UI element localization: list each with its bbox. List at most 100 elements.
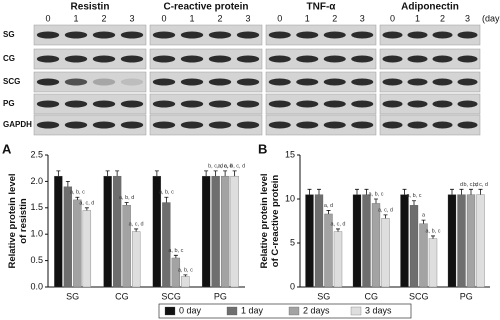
- blot-band: [208, 55, 232, 63]
- blot-panel: [265, 93, 377, 115]
- x-tick-label: SG: [66, 291, 79, 301]
- bar: [112, 175, 122, 288]
- blot-panel: [379, 93, 481, 115]
- bar: [447, 194, 457, 288]
- bar: [371, 203, 381, 288]
- blot-band: [351, 31, 374, 39]
- blot-band: [152, 55, 176, 63]
- blot-panel: [379, 71, 481, 93]
- bar-annotation: a, c, d: [129, 221, 144, 227]
- blot-band: [92, 121, 116, 129]
- panel-label: B: [258, 141, 267, 156]
- blot-band: [64, 31, 88, 39]
- protein-label: C-reactive protein: [163, 2, 248, 13]
- blot-band: [351, 121, 374, 129]
- error-bar: [355, 188, 359, 195]
- bar: [230, 175, 239, 288]
- bar: [162, 202, 171, 288]
- bar: [211, 175, 220, 288]
- bar-annotation: d: [460, 182, 463, 188]
- bar: [352, 194, 362, 288]
- error-bar: [469, 188, 473, 195]
- error-bar: [223, 170, 228, 177]
- error-bar: [232, 170, 237, 177]
- blot-band: [457, 31, 478, 39]
- blot-band: [36, 121, 60, 129]
- blot-band: [180, 121, 204, 129]
- error-bar: [213, 170, 218, 177]
- error-bar: [134, 228, 139, 232]
- day-label: 0: [45, 13, 50, 23]
- x-tick-label: SCG: [409, 291, 429, 301]
- protein-label: Adiponectin: [401, 2, 459, 13]
- bar-annotation: b, c, d: [473, 182, 488, 188]
- y-tick-label: 10: [285, 193, 295, 203]
- blot-panel: [149, 114, 263, 136]
- blot-band: [268, 121, 291, 129]
- blot-band: [152, 121, 176, 129]
- bar: [457, 194, 466, 288]
- error-bar: [75, 196, 80, 200]
- bar-annotation: a, b, c, d: [224, 163, 245, 169]
- blot-band: [208, 31, 232, 39]
- bar-annotation: a, b, c: [159, 190, 174, 196]
- bar: [54, 175, 63, 288]
- day-label: 1: [415, 13, 420, 23]
- blot-band: [92, 55, 116, 63]
- bar: [400, 194, 409, 288]
- error-bar: [383, 214, 388, 219]
- blot-band: [120, 55, 144, 63]
- blot-panel: [265, 71, 377, 93]
- y-tick-label: 0: [290, 281, 295, 291]
- y-tick-label: 2.0: [30, 176, 43, 186]
- y-axis-label-line: of C-reactive protein: [270, 175, 281, 268]
- blot-band: [382, 55, 403, 63]
- bar: [181, 276, 190, 288]
- blot-band: [407, 78, 428, 86]
- blot-panel: [265, 114, 377, 136]
- blot-band: [180, 31, 204, 39]
- blot-band: [92, 31, 116, 39]
- blot-band: [457, 78, 478, 86]
- blot-band: [180, 78, 204, 86]
- row-label: SG: [3, 30, 15, 39]
- blot-band: [36, 100, 60, 108]
- bar-annotation: a, b, c: [168, 248, 183, 254]
- error-bar: [65, 181, 70, 187]
- blot-band: [407, 31, 428, 39]
- blot-band: [351, 100, 374, 108]
- blot-band: [92, 78, 116, 86]
- blot-band: [268, 55, 291, 63]
- blot-band: [236, 31, 260, 39]
- y-tick-label: 15: [285, 149, 295, 159]
- legend-swatch: [164, 306, 176, 316]
- bar-annotation: a, b, c: [178, 267, 193, 273]
- blot-panel: [379, 48, 481, 70]
- day-label: 3: [465, 13, 470, 23]
- error-bar: [374, 198, 378, 204]
- day-label: 3: [360, 13, 365, 23]
- bar: [82, 210, 92, 288]
- y-tick-label: 1.5: [30, 202, 43, 212]
- x-tick-label: PG: [460, 291, 473, 301]
- days-unit: (days): [482, 13, 500, 23]
- blot-band: [323, 100, 346, 108]
- bar: [103, 175, 112, 288]
- error-bar: [105, 170, 110, 177]
- blot-band: [208, 78, 232, 86]
- y-axis-label-line: of resistin: [18, 198, 29, 244]
- blot-band: [268, 78, 291, 86]
- blot-band: [457, 100, 478, 108]
- blot-band: [432, 78, 453, 86]
- y-axis-label: Relative protein levelof C-reactive prot…: [259, 173, 281, 268]
- row-label: GAPDH: [3, 120, 32, 129]
- y-tick-label: 1.0: [30, 229, 43, 239]
- blot-band: [120, 121, 144, 129]
- error-bar: [84, 207, 89, 211]
- error-bar: [326, 210, 331, 214]
- error-bar: [183, 274, 188, 277]
- blot-band: [407, 121, 428, 129]
- blot-band: [152, 78, 176, 86]
- blot-band: [120, 78, 144, 86]
- blot-band: [92, 100, 116, 108]
